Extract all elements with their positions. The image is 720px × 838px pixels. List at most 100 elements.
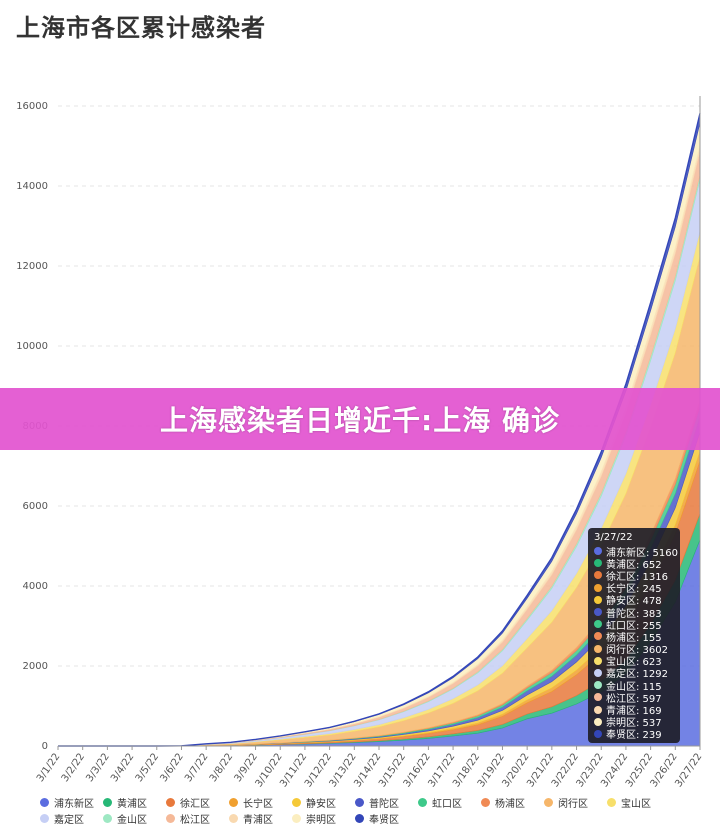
tooltip-swatch bbox=[594, 644, 602, 653]
legend-item[interactable]: 徐汇区 bbox=[166, 794, 229, 810]
legend-item[interactable]: 浦东新区 bbox=[40, 794, 103, 810]
legend-item[interactable]: 杨浦区 bbox=[481, 794, 544, 810]
tooltip-row: 杨浦区: 155 bbox=[594, 630, 674, 644]
legend-item[interactable]: 奉贤区 bbox=[355, 810, 418, 826]
tooltip-row: 浦东新区: 5160 bbox=[594, 545, 678, 559]
tooltip-swatch bbox=[594, 729, 602, 738]
x-tick-label: 3/2/22 bbox=[60, 751, 87, 784]
tooltip-date: 3/27/22 bbox=[594, 532, 633, 543]
legend-label: 宝山区 bbox=[621, 798, 651, 810]
legend-item[interactable]: 嘉定区 bbox=[40, 810, 103, 826]
headline-banner-text: 上海感染者日增近千:上海 确诊 bbox=[160, 404, 560, 437]
tooltip-value: 长宁区: 245 bbox=[606, 584, 662, 596]
legend-swatch bbox=[40, 797, 49, 807]
legend-item[interactable]: 青浦区 bbox=[229, 810, 292, 826]
tooltip-swatch bbox=[594, 632, 602, 641]
x-tick-label: 3/4/22 bbox=[109, 751, 136, 784]
tooltip-swatch bbox=[594, 668, 602, 677]
legend-label: 浦东新区 bbox=[54, 798, 94, 810]
legend-swatch bbox=[103, 813, 112, 823]
y-tick-label: 10000 bbox=[16, 341, 48, 352]
legend-label: 普陀区 bbox=[369, 798, 399, 810]
tooltip-value: 松江区: 597 bbox=[606, 693, 662, 705]
legend-label: 徐汇区 bbox=[180, 798, 210, 810]
legend-label: 奉贤区 bbox=[369, 814, 399, 826]
y-tick-label: 4000 bbox=[23, 581, 48, 592]
tooltip-row: 长宁区: 245 bbox=[594, 582, 674, 596]
legend-label: 黄浦区 bbox=[117, 798, 147, 810]
tooltip-value: 虹口区: 255 bbox=[606, 620, 662, 632]
x-tick-label: 3/6/22 bbox=[158, 751, 185, 784]
chart-title: 上海市各区累计感染者 bbox=[16, 14, 266, 42]
tooltip-swatch bbox=[594, 620, 602, 629]
legend-swatch bbox=[166, 813, 175, 823]
tooltip-value: 杨浦区: 155 bbox=[606, 632, 662, 644]
x-tick-label: 3/8/22 bbox=[208, 751, 235, 784]
tooltip-row: 金山区: 115 bbox=[594, 679, 674, 693]
tooltip-swatch bbox=[594, 608, 602, 617]
legend-label: 青浦区 bbox=[243, 814, 273, 826]
tooltip-swatch bbox=[594, 705, 602, 714]
tooltip-row: 奉贤区: 239 bbox=[594, 728, 674, 742]
legend-item[interactable]: 金山区 bbox=[103, 810, 166, 826]
legend-item[interactable]: 静安区 bbox=[292, 794, 355, 810]
legend-swatch bbox=[481, 797, 490, 807]
legend-label: 嘉定区 bbox=[54, 814, 84, 826]
tooltip-value: 浦东新区: 5160 bbox=[606, 547, 678, 559]
tooltip-swatch bbox=[594, 583, 602, 592]
tooltip-row: 黄浦区: 652 bbox=[594, 557, 674, 571]
legend-item[interactable]: 宝山区 bbox=[607, 794, 670, 810]
legend-swatch bbox=[292, 797, 301, 807]
legend-item[interactable]: 长宁区 bbox=[229, 794, 292, 810]
legend-swatch bbox=[292, 813, 301, 823]
tooltip-row: 松江区: 597 bbox=[594, 691, 674, 705]
tooltip-value: 闵行区: 3602 bbox=[606, 645, 668, 657]
legend-item[interactable]: 崇明区 bbox=[292, 810, 355, 826]
legend-swatch bbox=[229, 797, 238, 807]
legend-item[interactable]: 普陀区 bbox=[355, 794, 418, 810]
legend-label: 松江区 bbox=[180, 814, 210, 826]
legend-item[interactable]: 黄浦区 bbox=[103, 794, 166, 810]
tooltip-row: 静安区: 478 bbox=[594, 594, 674, 608]
legend-swatch bbox=[229, 813, 238, 823]
tooltip-swatch bbox=[594, 595, 602, 604]
x-tick-label: 3/5/22 bbox=[134, 751, 161, 784]
tooltip-row: 普陀区: 383 bbox=[594, 606, 674, 620]
tooltip-row: 闵行区: 3602 bbox=[594, 643, 674, 657]
tooltip-swatch bbox=[594, 693, 602, 702]
tooltip-swatch bbox=[594, 547, 602, 556]
legend-label: 闵行区 bbox=[558, 798, 588, 810]
legend-swatch bbox=[607, 797, 616, 807]
tooltip-value: 青浦区: 169 bbox=[606, 706, 662, 718]
tooltip-value: 嘉定区: 1292 bbox=[606, 669, 668, 681]
tooltip-value: 奉贤区: 239 bbox=[606, 730, 662, 742]
tooltip-value: 徐汇区: 1316 bbox=[606, 571, 668, 583]
tooltip-value: 黄浦区: 652 bbox=[606, 559, 662, 571]
tooltip-row: 青浦区: 169 bbox=[594, 703, 674, 718]
chart-tooltip: 3/27/22 浦东新区: 5160 黄浦区: 652 徐汇区: 1316 长宁区: … bbox=[588, 528, 680, 743]
legend-swatch bbox=[166, 797, 175, 807]
tooltip-swatch bbox=[594, 571, 602, 580]
tooltip-swatch bbox=[594, 717, 602, 726]
legend-item[interactable]: 虹口区 bbox=[418, 794, 481, 810]
x-tick-label: 3/3/22 bbox=[84, 751, 111, 784]
x-tick-label: 3/1/22 bbox=[35, 751, 62, 784]
tooltip-value: 静安区: 478 bbox=[606, 596, 662, 608]
y-tick-label: 6000 bbox=[23, 501, 48, 512]
legend-item[interactable]: 松江区 bbox=[166, 810, 229, 826]
tooltip-row: 嘉定区: 1292 bbox=[594, 667, 674, 681]
headline-banner: 上海感染者日增近千:上海 确诊 bbox=[0, 388, 720, 450]
legend-label: 杨浦区 bbox=[495, 798, 525, 810]
y-tick-label: 16000 bbox=[16, 101, 48, 112]
tooltip-row: 徐汇区: 1316 bbox=[594, 569, 674, 583]
legend-item[interactable]: 闵行区 bbox=[544, 794, 607, 810]
tooltip-value: 宝山区: 623 bbox=[606, 657, 662, 669]
x-tick-label: 3/7/22 bbox=[183, 751, 210, 784]
tooltip-swatch bbox=[594, 559, 602, 568]
tooltip-swatch bbox=[594, 681, 602, 690]
tooltip-rows: 浦东新区: 5160 黄浦区: 652 徐汇区: 1316 长宁区: 245 静安区: … bbox=[594, 545, 678, 742]
legend-label: 崇明区 bbox=[306, 814, 336, 826]
legend-swatch bbox=[355, 797, 364, 807]
y-tick-label: 12000 bbox=[16, 261, 48, 272]
y-tick-label: 14000 bbox=[16, 181, 48, 192]
